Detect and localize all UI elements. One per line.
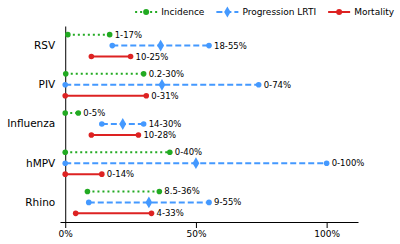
x-tick: 50%	[186, 222, 206, 239]
data-label: 0-100%	[332, 158, 365, 168]
range-end	[167, 149, 173, 155]
midpoint	[119, 118, 126, 130]
range-end	[62, 160, 68, 166]
data-label: 0-5%	[83, 108, 105, 118]
range-end	[86, 200, 92, 206]
data-label: 14-30%	[149, 119, 182, 129]
x-axis: 0% 50% 100%	[59, 222, 359, 239]
x-tick: 100%	[314, 222, 340, 239]
data-label: 0-14%	[107, 169, 134, 179]
range-end	[75, 110, 81, 116]
y-tick: PIV	[39, 78, 56, 90]
range-end	[206, 43, 212, 49]
legend-item: Progression LRTI	[216, 6, 316, 17]
range-end	[256, 82, 262, 88]
series	[62, 32, 172, 194]
data-label: 10-28%	[143, 130, 176, 140]
midpoint	[145, 197, 152, 209]
y-axis-line	[65, 27, 66, 223]
x-tick-mark	[196, 222, 197, 228]
data-label: 1-17%	[115, 30, 142, 40]
legend-marker	[336, 9, 342, 15]
range-end	[62, 82, 68, 88]
x-tick-label: 0%	[59, 229, 74, 239]
data-label: 10-25%	[136, 52, 169, 62]
y-tick: Influenza	[7, 117, 55, 129]
range-line	[87, 190, 159, 192]
range-end	[141, 121, 147, 127]
y-tick: Rhino	[25, 196, 55, 208]
y-tick-label: Influenza	[7, 117, 55, 129]
y-tick-label: Rhino	[25, 196, 55, 208]
y-tick: hMPV	[26, 157, 56, 169]
range-end	[99, 121, 105, 127]
x-tick-label: 50%	[186, 229, 206, 239]
range-end	[141, 71, 147, 77]
series	[62, 54, 154, 216]
data-label: 0-31%	[151, 91, 178, 101]
y-tick-label: PIV	[39, 78, 56, 90]
range-end	[62, 93, 68, 99]
x-tick: 0%	[59, 222, 74, 239]
legend-item: Mortality	[328, 7, 395, 17]
series	[62, 40, 329, 209]
range-end	[62, 171, 68, 177]
range-end	[128, 54, 134, 60]
range-end	[324, 160, 330, 166]
y-axis: RSV PIV Influenza hMPV Rhino	[7, 27, 66, 223]
x-tick-mark	[65, 222, 66, 228]
y-tick-label: RSV	[34, 39, 56, 51]
range-line	[65, 151, 170, 153]
range-line	[91, 56, 130, 58]
marks	[62, 32, 329, 216]
chart: 0% 50% 100% RSV PIV Influenza hMPV Rhino 1-17% 0.…	[0, 0, 400, 244]
range-end	[89, 54, 95, 60]
range-end	[149, 211, 155, 217]
range-end	[157, 189, 163, 195]
legend-label: Incidence	[161, 7, 205, 17]
x-tick-mark	[327, 222, 328, 228]
legend-marker	[143, 9, 149, 15]
data-labels: 1-17% 0.2-30% 0-5% 0-40% 8.5-36% 18-55% 0-74% 1…	[83, 30, 364, 219]
range-line	[68, 34, 110, 36]
legend-label: Progression LRTI	[242, 7, 316, 17]
legend-item: Incidence	[135, 7, 205, 17]
range-end	[62, 110, 68, 116]
range-line	[65, 95, 146, 97]
range-end	[62, 149, 68, 155]
range-line	[76, 212, 152, 214]
range-end	[65, 32, 71, 38]
data-label: 9-55%	[214, 197, 241, 207]
range-end	[89, 132, 95, 138]
range-end	[73, 211, 79, 217]
data-label: 0.2-30%	[149, 69, 184, 79]
data-label: 4-33%	[156, 208, 183, 218]
midpoint	[157, 40, 164, 52]
midpoint	[193, 157, 200, 169]
x-axis-line	[61, 222, 359, 223]
range-line	[91, 134, 138, 136]
range-line	[65, 173, 102, 175]
range-end	[206, 200, 212, 206]
range-end	[107, 32, 113, 38]
y-tick: RSV	[34, 39, 56, 51]
data-label: 18-55%	[214, 41, 247, 51]
legend-marker	[224, 6, 230, 17]
range-end	[143, 93, 149, 99]
range-line	[66, 73, 144, 75]
range-end	[85, 189, 91, 195]
legend-label: Mortality	[354, 7, 395, 17]
data-label: 0-74%	[264, 80, 291, 90]
range-end	[136, 132, 142, 138]
y-tick-label: hMPV	[26, 157, 56, 169]
midpoint	[159, 79, 166, 91]
range-end	[63, 71, 69, 77]
range-end	[109, 43, 115, 49]
x-tick-label: 100%	[314, 229, 340, 239]
range-end	[99, 171, 105, 177]
legend: Incidence Progression LRTI Mortality	[135, 6, 395, 17]
data-label: 8.5-36%	[164, 186, 199, 196]
data-label: 0-40%	[175, 147, 202, 157]
